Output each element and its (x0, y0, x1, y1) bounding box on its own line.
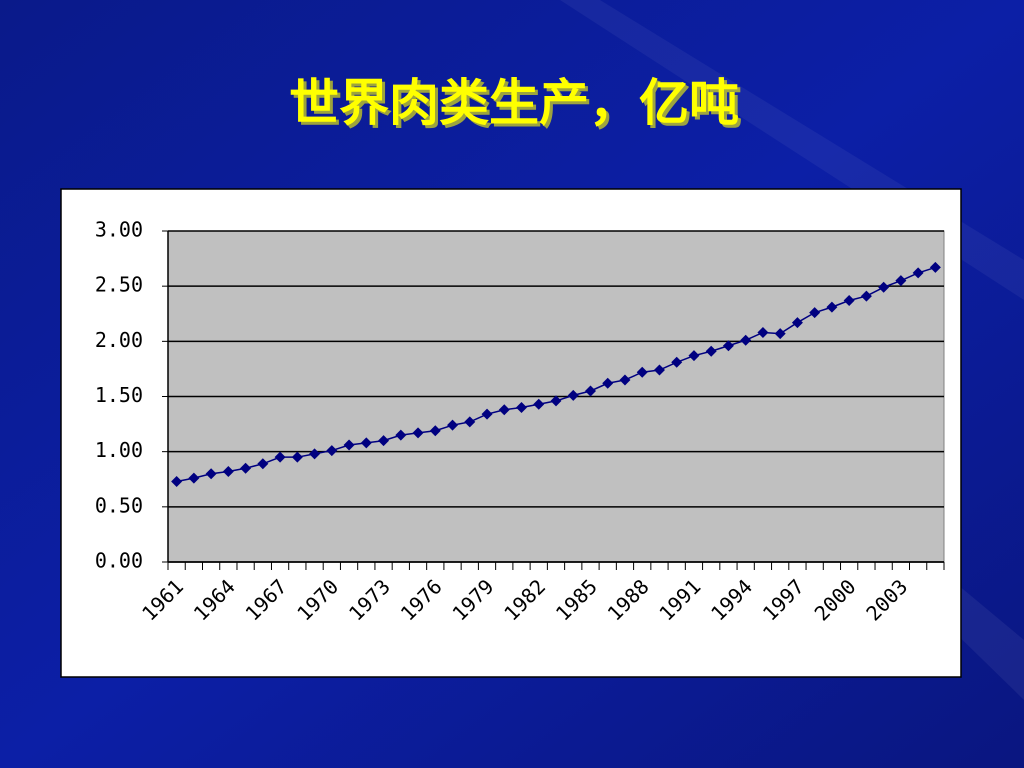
point (878, 281, 890, 293)
point (309, 448, 321, 460)
point (395, 429, 407, 441)
point (257, 458, 269, 470)
point (688, 350, 700, 362)
point (584, 385, 596, 397)
y-tick-label: 3.00 (95, 218, 143, 242)
point (671, 356, 683, 368)
point (188, 472, 200, 484)
point (429, 425, 441, 437)
point (843, 295, 855, 307)
point (274, 451, 286, 463)
point (705, 345, 717, 357)
y-tick-label: 1.00 (95, 438, 143, 462)
point (602, 377, 614, 389)
y-tick-label: 1.50 (95, 383, 143, 407)
point (291, 451, 303, 463)
point (757, 327, 769, 339)
point (929, 261, 941, 273)
y-tick-label: 2.00 (95, 328, 143, 352)
point (740, 334, 752, 346)
point (412, 427, 424, 439)
point (722, 340, 734, 352)
point (619, 374, 631, 386)
point (895, 275, 907, 287)
point (326, 445, 338, 457)
title-shadow: 世界肉类生产，亿吨 (292, 77, 742, 135)
point (447, 419, 459, 431)
y-tick-label: 0.00 (95, 549, 143, 573)
y-tick-label: 2.50 (95, 273, 143, 297)
point (653, 364, 665, 376)
point (171, 475, 183, 487)
point (774, 328, 786, 340)
chart-title: 世界肉类生产，亿吨 (289, 74, 739, 132)
point (343, 439, 355, 451)
point (360, 437, 372, 449)
point (378, 435, 390, 447)
point (567, 389, 579, 401)
point (205, 468, 217, 480)
point (912, 267, 924, 279)
point (791, 317, 803, 329)
point (481, 408, 493, 420)
point (498, 404, 510, 416)
point (240, 462, 252, 474)
point (826, 301, 838, 313)
point (636, 366, 648, 378)
point (222, 466, 234, 478)
point (860, 290, 872, 302)
point (516, 402, 528, 414)
point (550, 395, 562, 407)
y-tick-label: 0.50 (95, 493, 143, 517)
point (533, 398, 545, 410)
point (464, 416, 476, 428)
point (809, 307, 821, 319)
